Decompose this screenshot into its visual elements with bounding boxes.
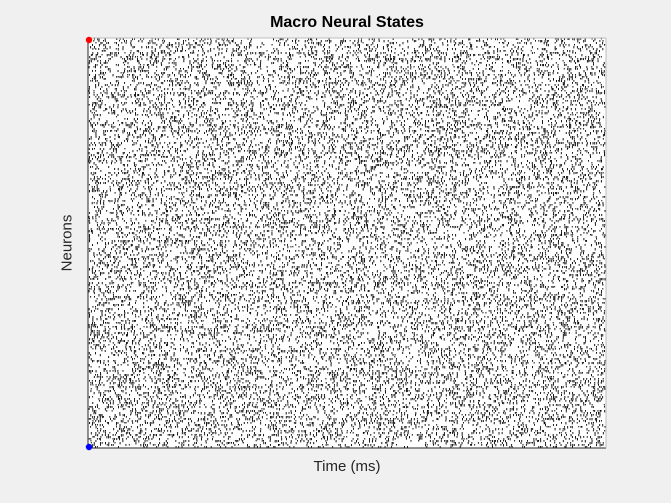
bottom-marker <box>85 443 93 451</box>
axes-lines <box>87 37 607 449</box>
chart-title: Macro Neural States <box>270 14 424 31</box>
top-marker <box>85 36 93 44</box>
corner-markers <box>85 36 93 451</box>
y-axis-label: Neurons <box>58 214 76 272</box>
x-axis-label: Time (ms) <box>313 458 381 475</box>
